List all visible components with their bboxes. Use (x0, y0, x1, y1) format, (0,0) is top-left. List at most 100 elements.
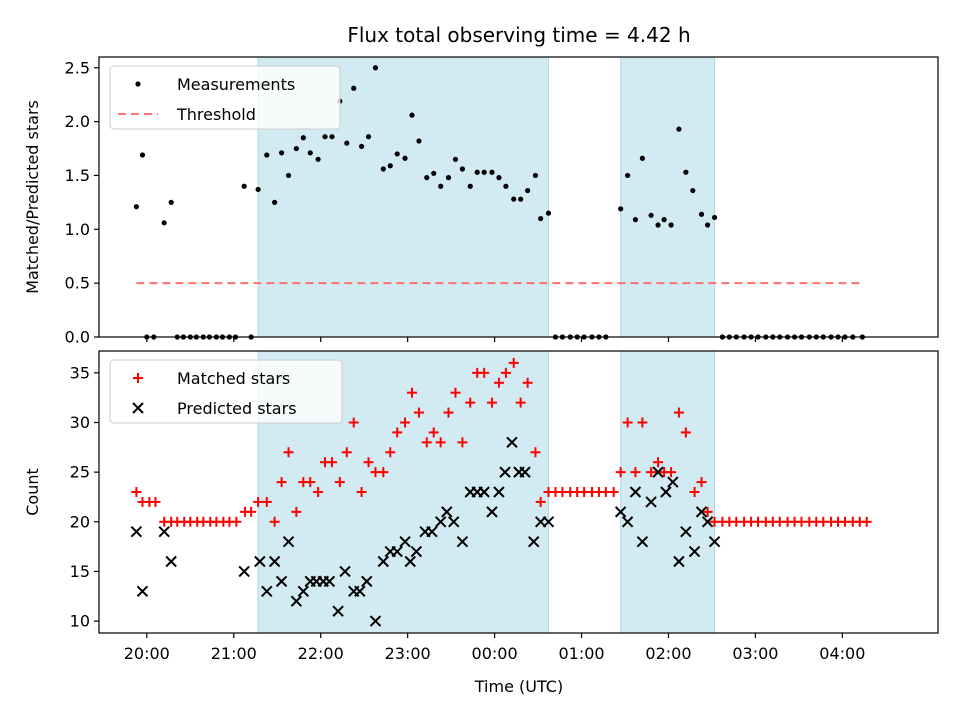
predicted-star-marker (478, 486, 490, 498)
measurement-point (329, 134, 335, 140)
measurement-point (358, 143, 365, 149)
measurement-point (394, 151, 400, 157)
y-tick-label: 35 (70, 363, 90, 382)
measurement-point (344, 140, 350, 146)
measurement-point (402, 155, 408, 161)
x-axis-label: Time (UTC) (474, 677, 563, 696)
predicted-star-marker (652, 466, 664, 478)
matched-star-marker (696, 477, 707, 488)
predicted-star-marker (332, 605, 344, 617)
matched-star-marker (608, 487, 619, 497)
measurement-point (438, 183, 444, 189)
measurement-point (387, 163, 393, 169)
legend-measurement-marker (135, 81, 141, 87)
legend-matched-marker (133, 373, 143, 383)
measurement-point (161, 220, 167, 226)
y-tick-label: 25 (70, 463, 90, 482)
x-tick-label: 23:00 (385, 644, 431, 663)
measurement-point (168, 199, 174, 205)
matched-star-marker (269, 516, 280, 527)
matched-star-marker (486, 397, 497, 408)
matched-star-marker (535, 496, 546, 507)
matched-star-marker (348, 417, 359, 428)
measurement-point (668, 222, 674, 228)
matched-star-marker (508, 357, 519, 368)
measurement-point (322, 134, 328, 140)
measurement-point (300, 135, 306, 141)
measurement-point (264, 152, 270, 158)
measurement-point (467, 183, 473, 189)
measurement-point (307, 150, 313, 156)
matched-star-marker (334, 477, 345, 488)
predicted-star-marker (614, 506, 627, 518)
measurement-point (525, 187, 531, 194)
matched-star-marker (392, 427, 403, 438)
chart-title: Flux total observing time = 4.42 h (347, 23, 690, 47)
measurement-point (690, 187, 696, 194)
axes-frame (98, 56, 939, 338)
measurement-point (445, 175, 452, 181)
predicted-star-marker (493, 486, 505, 498)
predicted-star-marker (404, 555, 416, 568)
bottom-panel: 10 15 20 25 30 35 20:00 21:00 22:00 23:00 00:00 01:… (23, 350, 939, 663)
predicted-star-marker (456, 535, 469, 548)
measurement-point (315, 156, 321, 162)
measurement-point (372, 65, 379, 71)
measurement-point (351, 85, 357, 91)
legend-label: Threshold (176, 105, 256, 124)
matched-star-marker (500, 367, 511, 378)
measurement-point (272, 199, 278, 205)
predicted-star-marker (268, 555, 281, 568)
x-tick-label: 01:00 (558, 644, 604, 663)
predicted-star-marker (254, 555, 266, 568)
matched-star-marker (341, 447, 352, 458)
predicted-star-marker (323, 575, 336, 588)
measurement-point (503, 183, 509, 189)
matched-star-marker (283, 447, 294, 458)
predicted-star-marker (448, 516, 460, 528)
predicted-star-marker (354, 585, 366, 598)
legend-box (109, 359, 343, 424)
matched-star-marker (479, 367, 490, 378)
y-axis-label: Matched/Predicted stars (23, 100, 42, 294)
predicted-star-marker (695, 506, 708, 518)
x-tick-label: 21:00 (211, 644, 257, 663)
matched-star-marker (515, 397, 526, 408)
predicted-star-marker (688, 545, 701, 558)
matched-star-marker (150, 496, 161, 507)
measurement-point (625, 172, 631, 179)
predicted-star-marker (290, 595, 303, 607)
matched-star-marker (465, 397, 476, 408)
measurement-point (676, 126, 682, 132)
observing-span (620, 56, 716, 338)
matched-star-marker (253, 496, 264, 507)
x-tick-label: 22:00 (298, 644, 344, 663)
matched-star-marker (385, 447, 396, 458)
measurement-point (639, 155, 645, 161)
matched-star-marker (313, 487, 324, 497)
matched-star-marker (305, 477, 316, 488)
predicted-star-marker (339, 565, 351, 578)
x-tick-label: 02:00 (645, 644, 691, 663)
predicted-star-marker (275, 575, 288, 588)
matched-star-marker (131, 487, 142, 497)
matched-star-marker (356, 487, 367, 497)
predicted-star-marker (361, 575, 373, 588)
measurement-point (648, 212, 654, 218)
axes-frame (98, 350, 939, 634)
measurement-point (139, 152, 146, 158)
measurement-point (293, 145, 299, 152)
matched-star-marker (443, 407, 454, 418)
measurement-point (698, 211, 705, 217)
predicted-star-marker (261, 585, 273, 598)
predicted-star-marker (629, 486, 642, 498)
predicted-star-marker (434, 516, 447, 528)
predicted-star-marker (708, 535, 721, 548)
y-tick-label: 2.0 (65, 112, 90, 131)
measurement-point (474, 169, 480, 175)
measurement-point (496, 175, 502, 181)
measurement-point (538, 215, 544, 222)
measurement-point (481, 169, 487, 175)
y-tick-label: 10 (70, 612, 90, 631)
measurement-point (661, 217, 667, 223)
